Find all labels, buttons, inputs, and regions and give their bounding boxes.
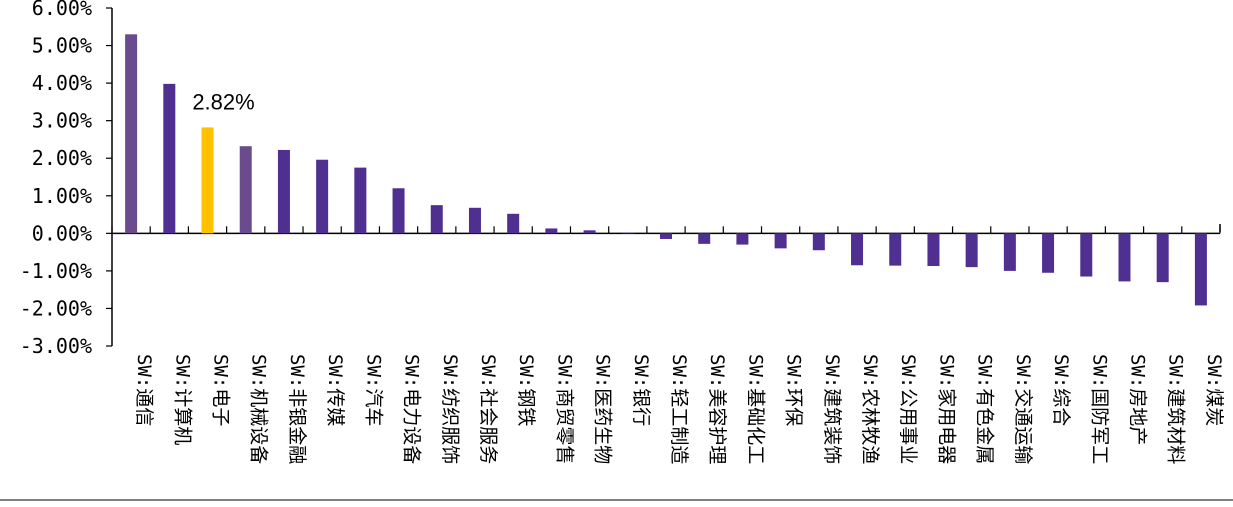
bar <box>736 233 749 245</box>
y-tick-label: 1.00% <box>32 184 92 208</box>
y-tick-label: -1.00% <box>20 259 92 283</box>
bar <box>1118 233 1131 282</box>
bar <box>468 207 481 234</box>
category-label: SW:医药生物 <box>592 354 614 464</box>
y-tick-label: 2.00% <box>32 146 92 170</box>
category-label: SW:农林牧渔 <box>859 354 881 464</box>
category-label: SW:计算机 <box>171 354 193 445</box>
category-label: SW:机械设备 <box>248 354 270 464</box>
bar <box>851 233 864 266</box>
bar <box>660 233 672 239</box>
category-label: SW:电子 <box>210 354 232 426</box>
category-label: SW:美容护理 <box>706 354 728 464</box>
bar <box>430 205 443 234</box>
category-label: SW:轻工制造 <box>668 354 690 464</box>
bar <box>1042 233 1055 273</box>
category-label: SW:非银金融 <box>286 354 308 464</box>
bar <box>812 233 825 251</box>
category-label: SW:基础化工 <box>744 354 766 464</box>
y-tick-label: 6.00% <box>32 0 92 20</box>
bar <box>1194 233 1207 306</box>
category-label: SW:国防军工 <box>1088 354 1110 464</box>
category-label: SW:钢铁 <box>515 354 537 426</box>
category-label: SW:电力设备 <box>401 354 423 464</box>
y-tick-label: -3.00% <box>20 334 92 358</box>
bar <box>1156 233 1169 283</box>
category-label: SW:银行 <box>630 354 652 426</box>
category-label: SW:家用电器 <box>935 354 957 464</box>
category-label: SW:环保 <box>783 354 805 426</box>
bar <box>621 232 634 234</box>
category-label: SW:交通运输 <box>1012 354 1034 464</box>
bar <box>583 230 596 234</box>
bar <box>354 167 367 234</box>
bar <box>239 146 252 234</box>
bar <box>1003 233 1016 271</box>
y-tick-label: 4.00% <box>32 71 92 95</box>
bar <box>1080 233 1093 277</box>
category-label: SW:有色金属 <box>974 354 996 464</box>
bar <box>201 127 214 234</box>
bar <box>277 149 290 234</box>
category-label: SW:综合 <box>1050 354 1072 426</box>
category-label: SW:纺织服饰 <box>439 354 461 464</box>
bar <box>392 188 405 234</box>
category-label: SW:汽车 <box>362 354 384 426</box>
bar <box>889 233 902 266</box>
category-label: SW:煤炭 <box>1203 354 1225 426</box>
bar <box>774 233 787 249</box>
bar <box>927 233 940 267</box>
category-label: SW:传媒 <box>324 354 346 426</box>
y-tick-label: 3.00% <box>32 109 92 133</box>
category-label: SW:公用事业 <box>897 354 919 464</box>
category-label: SW:建筑材料 <box>1165 354 1187 464</box>
category-label: SW:社会服务 <box>477 354 499 464</box>
category-label: SW:房地产 <box>1126 354 1148 445</box>
y-tick-label: -2.00% <box>20 296 92 320</box>
y-tick-label: 0.00% <box>32 221 92 245</box>
category-label: SW:商贸零售 <box>553 354 575 464</box>
bar <box>965 233 978 268</box>
bar <box>507 213 520 234</box>
y-tick-label: 5.00% <box>32 34 92 58</box>
bar <box>545 228 558 234</box>
bar <box>698 233 711 244</box>
category-label: SW:通信 <box>133 354 155 426</box>
bar <box>125 34 138 234</box>
category-label: SW:建筑装饰 <box>821 354 843 464</box>
bar <box>316 159 329 234</box>
bar <box>163 83 176 234</box>
data-label: 2.82% <box>192 89 254 114</box>
